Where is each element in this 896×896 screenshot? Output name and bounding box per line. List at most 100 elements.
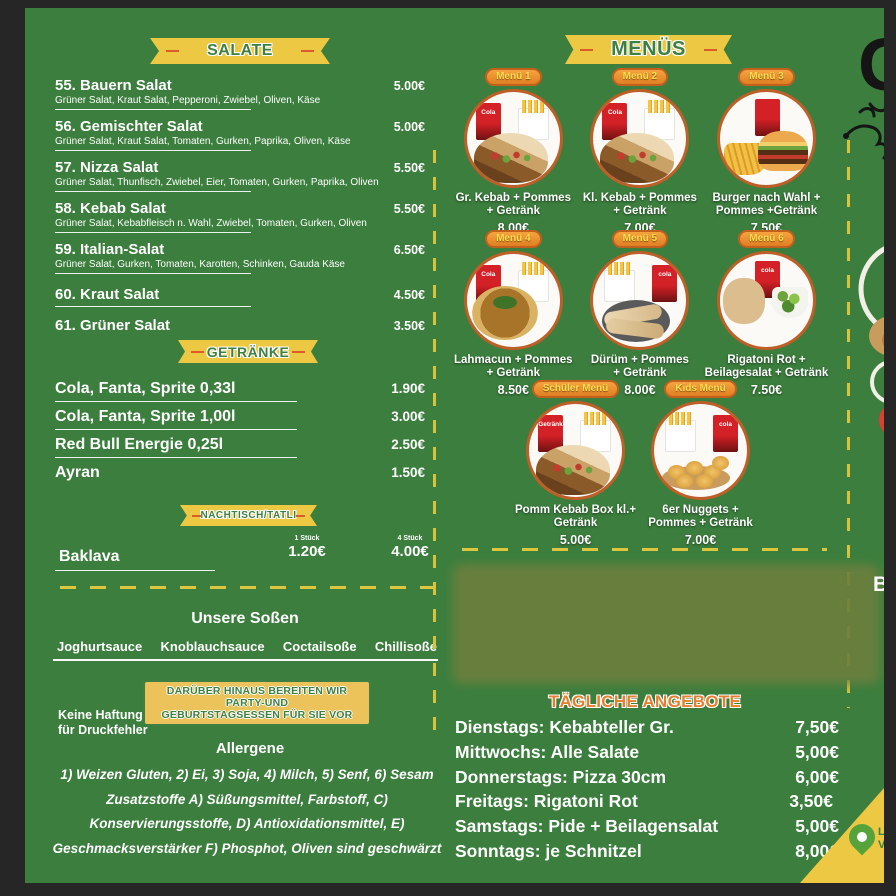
caption-line: Burger nach Wahl + bbox=[712, 192, 821, 204]
menus-banner: MENÜS bbox=[565, 35, 732, 64]
party-note-line2: GEBURTSTAGSESSEN FÜR SIE VOR bbox=[161, 709, 353, 721]
sossen-title: Unsere Soßen bbox=[191, 610, 299, 627]
caption-line: Rigatoni Rot + bbox=[727, 354, 806, 366]
menu-page: SALATE 55. Bauern Salat 5.00€ Grüner Sala… bbox=[25, 8, 884, 883]
menu-badge-label: Schüler Menü bbox=[542, 383, 609, 394]
nugget-icon bbox=[712, 456, 729, 470]
offer-name: Dienstags: Kebabteller Gr. bbox=[455, 717, 674, 737]
item-price: 5.50€ bbox=[393, 202, 425, 216]
list-item: Ayran 1.50€ bbox=[55, 464, 433, 482]
sauce-name: Coctailsoße bbox=[282, 639, 357, 654]
item-price: 1.20€ bbox=[288, 543, 326, 560]
cup-label: Cola bbox=[607, 109, 622, 116]
menu-card: Kids Menü cola 6er Nuggets + Pommes + Ge… bbox=[633, 380, 768, 547]
item-name: Cola, Fanta, Sprite 0,33l bbox=[55, 380, 236, 397]
list-item: 56. Gemischter Salat 5.00€ Grüner Salat, … bbox=[55, 118, 433, 151]
kebab-icon bbox=[600, 133, 675, 183]
caption-line: Pommes +Getränk bbox=[715, 205, 818, 217]
menu-card: Menü 4 Cola Lahmacun + Pommes + Getränk … bbox=[450, 230, 577, 397]
logo-doodle-icon bbox=[843, 102, 884, 160]
quantity-label: 4 Stück bbox=[397, 535, 423, 542]
offer-name: Sonntags: je Schnitzel bbox=[455, 840, 642, 861]
menu-price: 7.00€ bbox=[684, 533, 717, 547]
banner-dash-icon bbox=[295, 514, 305, 517]
item-name: 55. Bauern Salat bbox=[55, 77, 172, 94]
caption-line: 6er Nuggets + bbox=[662, 504, 739, 516]
list-item: 57. Nizza Salat 5.50€ Grüner Salat, Thunf… bbox=[55, 159, 433, 192]
banner-dash-icon bbox=[580, 48, 594, 51]
menu-badge: Menü 5 bbox=[611, 230, 669, 248]
kebab-icon bbox=[473, 133, 548, 183]
offer-row: Mittwochs: Alle Salate 5,00€ bbox=[455, 740, 843, 765]
salate-title: SALATE bbox=[207, 42, 273, 59]
divider bbox=[55, 570, 215, 571]
menu-badge-label: Menü 2 bbox=[622, 71, 658, 82]
cup-label: cola bbox=[658, 271, 672, 278]
item-price: 5.00€ bbox=[393, 120, 425, 134]
dashed-divider bbox=[60, 586, 435, 589]
menu-price: 5.00€ bbox=[559, 533, 592, 547]
menu-caption: Lahmacun + Pommes + Getränk bbox=[454, 354, 573, 380]
menu-badge-label: Kids Menü bbox=[675, 383, 726, 394]
banner-dash-icon bbox=[300, 50, 314, 52]
item-name: 57. Nizza Salat bbox=[55, 159, 159, 176]
item-name: 58. Kebab Salat bbox=[55, 200, 166, 217]
divider bbox=[55, 429, 297, 430]
quantity-label: 1 Stück bbox=[294, 535, 320, 542]
allergene-line: Konservierungsstoffe, D) Antioxidationsm… bbox=[89, 816, 405, 831]
cola-cup-icon: cola bbox=[713, 415, 738, 452]
baklava-row: Baklava 1 Stück 1.20€ 4 Stück 4.00€ bbox=[55, 529, 433, 575]
item-desc: Grüner Salat, Kraut Salat, Pepperoni, Zw… bbox=[55, 95, 321, 106]
item-price: 1.90€ bbox=[391, 381, 425, 396]
menu-card: Menü 6 cola Rigatoni Rot + Beilagesalat … bbox=[703, 230, 830, 397]
getraenke-banner: GETRÄNKE bbox=[178, 340, 318, 363]
getraenke-title: GETRÄNKE bbox=[206, 343, 290, 360]
item-desc: Grüner Salat, Thunfisch, Zwiebel, Eier, … bbox=[55, 177, 379, 188]
menu-badge: Kids Menü bbox=[664, 380, 737, 398]
divider bbox=[55, 191, 251, 192]
menu-badge: Menü 3 bbox=[738, 68, 795, 86]
dashed-divider-vertical bbox=[433, 150, 436, 730]
disclaimer-line2: für Druckfehler bbox=[58, 723, 148, 737]
item-price: 3.50€ bbox=[393, 319, 425, 333]
banner-dash-icon bbox=[166, 50, 180, 52]
address-partial: LU VÖ bbox=[878, 826, 884, 852]
menu-photo-duerum-icon: cola bbox=[590, 251, 690, 350]
menu-badge-label: Menü 4 bbox=[496, 233, 531, 244]
offer-row: Sonntags: je Schnitzel 8,00€ bbox=[455, 839, 843, 864]
menu-photo-nuggets-icon: cola bbox=[651, 401, 750, 500]
menu-caption: Pomm Kebab Box kl.+ Getränk bbox=[515, 504, 636, 530]
cup-label: Cola bbox=[481, 271, 496, 278]
item-desc: Grüner Salat, Kraut Salat, Tomaten, Gurk… bbox=[55, 136, 351, 147]
menu-badge: Schüler Menü bbox=[531, 380, 620, 398]
edge-food-collage-icon bbox=[858, 246, 884, 433]
kebab-icon bbox=[536, 445, 610, 495]
divider bbox=[55, 109, 251, 110]
salate-banner: SALATE bbox=[150, 38, 330, 64]
list-item: 60. Kraut Salat 4.50€ bbox=[55, 286, 433, 307]
menu-badge-label: Menü 1 bbox=[496, 71, 531, 82]
fries-icon bbox=[604, 262, 636, 302]
dashed-divider-vertical bbox=[847, 140, 850, 708]
divider bbox=[55, 401, 297, 402]
nachtisch-title: NACHTISCH/TATLI bbox=[200, 510, 297, 521]
menu-price: 8.00€ bbox=[624, 383, 656, 397]
menu-badge-label: Menü 6 bbox=[749, 233, 784, 244]
banner-dash-icon bbox=[292, 350, 306, 353]
menu-photo-kebab-fries-cola-icon: Cola bbox=[463, 89, 563, 188]
divider bbox=[55, 273, 251, 274]
menu-card: Menü 5 cola Dürüm + Pommes + Getränk 8.0… bbox=[577, 230, 704, 397]
item-name: 61. Grüner Salat bbox=[55, 317, 171, 334]
banner-dash-icon bbox=[703, 48, 717, 51]
angebote-title: TÄGLICHE ANGEBOTE bbox=[548, 692, 742, 711]
cola-cup-icon: Cola bbox=[602, 103, 628, 140]
kebab-meat-icon bbox=[722, 278, 765, 324]
item-price: 4.50€ bbox=[393, 288, 425, 302]
item-name: Baklava bbox=[59, 548, 120, 565]
disclaimer-line1: Keine Haftung bbox=[58, 708, 143, 722]
banner-dash-icon bbox=[192, 514, 202, 517]
item-price: 6.50€ bbox=[393, 243, 425, 257]
menu-photo-rigatoni-salad-icon: cola bbox=[716, 251, 816, 350]
list-item: Red Bull Energie 0,25l 2.50€ bbox=[55, 436, 433, 458]
